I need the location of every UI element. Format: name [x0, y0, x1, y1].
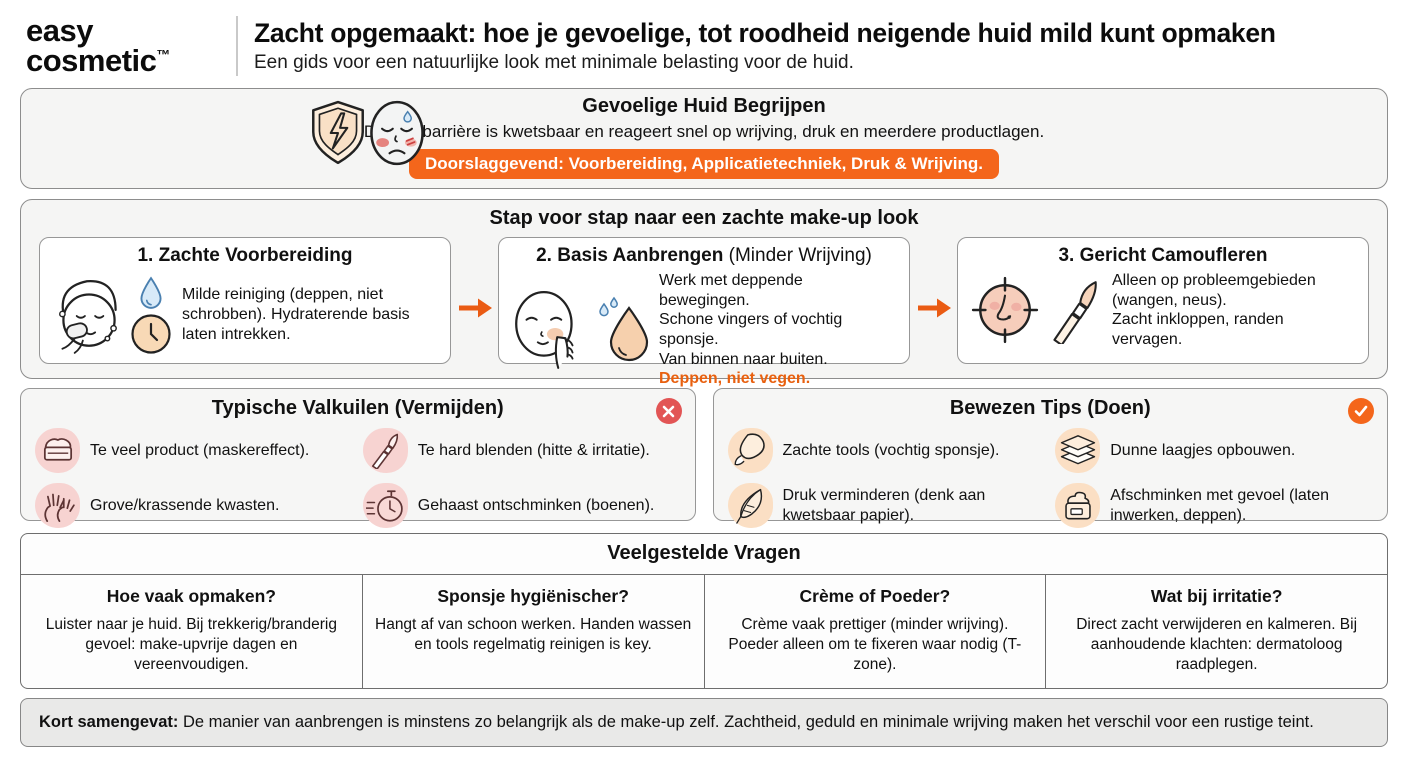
step-card-3: 3. Gericht Camoufleren [957, 237, 1369, 364]
pitfall-text: Grove/krassende kwasten. [90, 496, 280, 514]
blending-brush-icon [362, 428, 408, 473]
section-pitfalls-tips: Typische Valkuilen (Vermijden) Te veel p… [20, 388, 1388, 528]
faq-item: Crème of Poeder? Crème vaak prettiger (m… [705, 575, 1047, 689]
step2-content: Werk met deppende bewegingen. Schone vin… [511, 271, 897, 389]
section-steps: Stap voor stap naar een zachte make-up l… [20, 199, 1388, 387]
brand-line1: easy [26, 12, 93, 48]
page-title: Zacht opgemaakt: hoe je gevoelige, tot r… [254, 18, 1276, 48]
steps-row: 1. Zachte Voorbereiding [39, 237, 1369, 387]
step2-highlight: Deppen, niet vegen. [659, 370, 811, 388]
feather-icon [727, 483, 773, 528]
brand-logo: easy cosmetic™ [20, 12, 230, 78]
check-circle-icon [1348, 398, 1374, 424]
step1-content: Milde reiniging (deppen, niet schrobben)… [52, 271, 438, 359]
cream-jar-icon [35, 428, 80, 473]
tips-panel: Bewezen Tips (Doen) Zachte tools (vochti… [712, 388, 1388, 528]
arrow-right-icon [916, 297, 952, 319]
pitfall-text: Te veel product (maskereffect). [90, 441, 310, 459]
faq-question: Hoe vaak opmaken? [106, 586, 276, 606]
header-text: Zacht opgemaakt: hoe je gevoelige, tot r… [254, 18, 1276, 74]
stopwatch-icon [362, 483, 408, 528]
header: easy cosmetic™ Zacht opgemaakt: hoe je g… [20, 8, 1388, 84]
makeup-brush-icon [1044, 276, 1102, 345]
key-factors-badge: Doorslaggevend: Voorbereiding, Applicati… [409, 149, 999, 179]
pitfall-item: Te veel product (maskereffect). [35, 428, 353, 473]
clock-icon [130, 313, 172, 355]
steps-title: Stap voor stap naar een zachte make-up l… [489, 207, 919, 229]
step2-title: 2. Basis Aanbrengen (Minder Wrijving) [536, 245, 872, 266]
step-card-1: 1. Zachte Voorbereiding [39, 237, 451, 364]
step1-icons [52, 271, 172, 359]
faq-answer: Crème vaak prettiger (minder wrijving). … [728, 616, 1022, 674]
trademark-symbol: ™ [156, 46, 170, 63]
faq-answer: Direct zacht verwijderen en kalmeren. Bi… [1076, 616, 1358, 674]
tip-item: Dunne laagjes opbouwen. [1055, 428, 1373, 473]
understanding-icons [309, 99, 425, 167]
pitfall-item: Te hard blenden (hitte & irritatie). [362, 428, 681, 473]
tip-item: Afschminken met gevoel (laten inwerken, … [1055, 483, 1373, 528]
section-understanding: Gevoelige Huid Begrijpen De huidbarrière… [20, 88, 1388, 189]
cleansing-face-icon [52, 271, 126, 359]
step1-body: Milde reiniging (deppen, niet schrobben)… [182, 286, 410, 343]
step3-content: Alleen op probleemgebieden (wangen, neus… [970, 271, 1356, 350]
faq-answer: Hangt af van schoon werken. Handen wasse… [375, 616, 692, 654]
header-divider [236, 16, 238, 76]
tip-text: Druk verminderen (denk aan kwetsbaar pap… [782, 487, 986, 524]
step2-body: Werk met deppende bewegingen. Schone vin… [659, 272, 843, 368]
arrow-right-icon [457, 297, 493, 319]
faq-question: Sponsje hygiënischer? [437, 586, 629, 606]
pitfall-item: Gehaast ontschminken (boenen). [362, 483, 681, 528]
target-nose-icon [970, 275, 1040, 345]
dabbing-face-icon [511, 288, 587, 372]
summary-label: Kort samengevat: [39, 713, 179, 732]
foundation-drops-icon [591, 296, 649, 364]
water-droplet-icon [138, 275, 164, 310]
step3-icons [970, 275, 1102, 345]
x-circle-icon [655, 398, 682, 424]
step2-text: Werk met deppende bewegingen. Schone vin… [659, 271, 897, 389]
tips-title: Bewezen Tips (Doen) [949, 397, 1151, 419]
tip-text: Zachte tools (vochtig sponsje). [782, 441, 1000, 459]
summary-footer: Kort samengevat: De manier van aanbrenge… [20, 698, 1388, 748]
tip-item: Zachte tools (vochtig sponsje). [727, 428, 1046, 473]
step1-title: 1. Zachte Voorbereiding [137, 245, 353, 266]
page-subtitle: Een gids voor een natuurlijke look met m… [254, 52, 854, 73]
cleansing-balm-icon [1055, 483, 1101, 528]
pitfalls-title: Typische Valkuilen (Vermijden) [211, 397, 504, 419]
faq-answer: Luister naar je huid. Bij trekkerig/bran… [45, 616, 337, 674]
sensitive-face-icon [369, 100, 425, 166]
sponge-icon [727, 428, 773, 473]
faq-question: Crème of Poeder? [799, 586, 951, 606]
step-card-2: 2. Basis Aanbrengen (Minder Wrijving) [498, 237, 910, 387]
pitfalls-grid: Te veel product (maskereffect). Te hard … [35, 428, 681, 528]
faq-question: Wat bij irritatie? [1150, 586, 1283, 606]
step2-icons [511, 288, 649, 372]
pitfall-text: Te hard blenden (hitte & irritatie). [417, 441, 650, 459]
scratching-hands-icon [35, 483, 80, 528]
step1-small-icons [130, 275, 172, 355]
cracked-shield-icon [309, 99, 367, 167]
understanding-body: De huidbarrière is kwetsbaar en reageert… [363, 122, 1045, 141]
pitfall-item: Grove/krassende kwasten. [35, 483, 353, 528]
layers-icon [1055, 428, 1101, 473]
brand-line2: cosmetic™ [26, 43, 170, 78]
faq-item: Hoe vaak opmaken? Luister naar je huid. … [21, 575, 363, 689]
faq-columns: Hoe vaak opmaken? Luister naar je huid. … [21, 575, 1387, 689]
tip-item: Druk verminderen (denk aan kwetsbaar pap… [727, 483, 1046, 528]
faq-item: Sponsje hygiënischer? Hangt af van schoo… [363, 575, 705, 689]
step3-body: Alleen op probleemgebieden (wangen, neus… [1112, 272, 1316, 349]
pitfalls-panel: Typische Valkuilen (Vermijden) Te veel p… [20, 388, 696, 528]
faq-item: Wat bij irritatie? Direct zacht verwijde… [1046, 575, 1387, 688]
pitfall-text: Gehaast ontschminken (boenen). [417, 496, 655, 514]
faq-title: Veelgestelde Vragen [21, 534, 1387, 575]
tips-grid: Zachte tools (vochtig sponsje). Dunne la… [727, 428, 1374, 528]
faq-section: Veelgestelde Vragen Hoe vaak opmaken? Lu… [20, 533, 1388, 690]
step3-title: 3. Gericht Camoufleren [1058, 245, 1268, 266]
tip-text: Dunne laagjes opbouwen. [1110, 441, 1296, 459]
tip-text: Afschminken met gevoel (laten inwerken, … [1110, 487, 1330, 524]
understanding-title: Gevoelige Huid Begrijpen [582, 95, 826, 117]
summary-text: De manier van aanbrengen is minstens zo … [178, 713, 1314, 732]
